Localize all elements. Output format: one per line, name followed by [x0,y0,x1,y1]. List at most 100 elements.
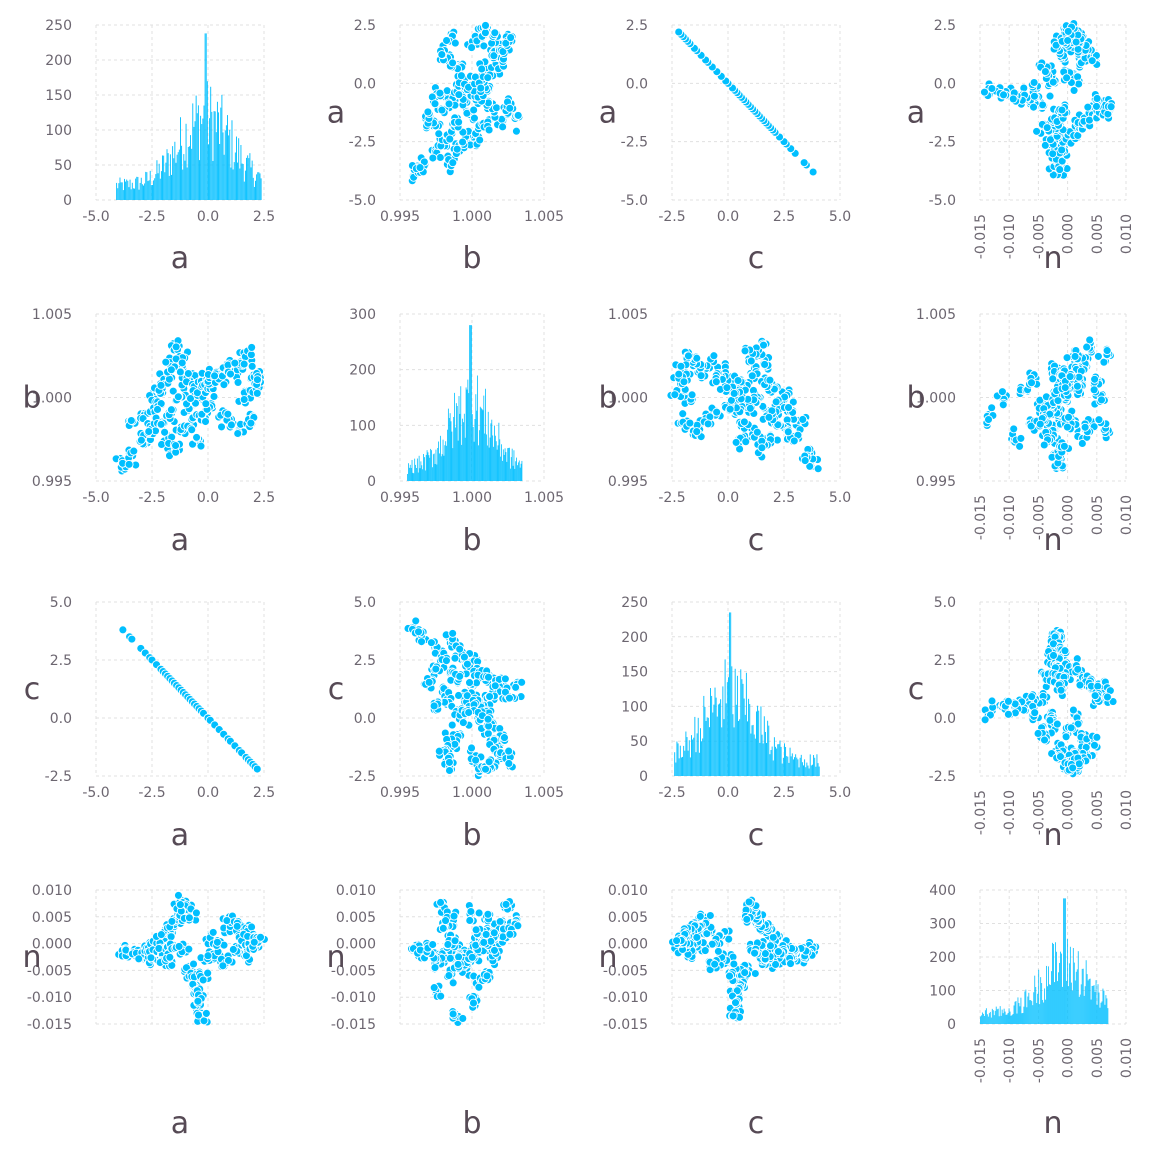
y-tick-label: 1.000 [916,391,956,407]
histogram-bar [181,145,183,200]
histogram-bar [165,162,167,200]
data-point [466,907,476,916]
histogram-bar [187,146,189,200]
histogram-bar [242,163,244,200]
histogram-bar [1068,963,1070,1024]
x-tick-label: 1.005 [524,209,564,225]
histogram-bar [248,158,250,200]
x-tick-label: -0.015 [973,790,989,835]
data-point [745,403,755,413]
data-point [201,1008,211,1018]
histogram-bar [725,703,727,776]
histogram-bar [449,413,451,481]
y-tick-label: 0.010 [608,883,648,899]
x-axis-label: a [171,241,189,276]
data-point [1057,156,1067,166]
histogram-bar [473,441,475,481]
histogram-bar [800,754,802,776]
data-point [1040,67,1050,77]
data-point [247,342,257,352]
histogram-bar [443,455,445,481]
x-axis-label: b [462,818,481,853]
histogram-bar [743,698,745,776]
histogram-bar [183,154,185,200]
x-tick-label: -0.015 [973,495,989,540]
data-point [729,389,739,398]
data-point [474,982,484,992]
histogram-bar [701,741,703,776]
x-tick-label: -2.5 [138,209,165,225]
histogram-bar [518,460,520,481]
data-point [1045,91,1055,101]
histogram-bar [476,410,478,481]
data-point [1092,101,1101,111]
histogram-bar [426,450,428,481]
histogram-bar [1045,999,1047,1024]
data-point [246,350,256,360]
histogram-bar [195,95,197,200]
histogram-bar [987,1016,989,1024]
data-point [436,898,446,907]
data-point [249,937,259,947]
data-point [233,429,243,438]
data-point [469,998,478,1008]
histogram-bar [1049,984,1050,1024]
data-point [173,392,183,402]
histogram-bar [224,130,226,200]
histogram-bar [688,740,690,776]
histogram-bar [157,173,159,200]
histogram-bar [676,741,678,776]
histogram-bar [689,757,691,776]
histogram-bar [130,189,132,200]
histogram-bar [771,746,773,776]
data-point [1045,715,1055,725]
histogram-bar [706,717,708,776]
histogram-bar [517,465,518,481]
data-point [1068,705,1078,715]
histogram-bar [740,669,742,776]
x-tick-label: 0.000 [1061,790,1077,830]
histogram-bar [246,157,247,200]
histogram-bar [184,160,186,200]
histogram-bar [225,125,227,200]
histogram-bar [808,768,810,776]
histogram-bar [1101,1001,1103,1024]
data-point [1103,692,1112,702]
histogram-bar [436,464,438,481]
x-tick-label: 2.5 [253,785,275,801]
data-point [773,947,783,957]
histogram-bar [758,710,760,776]
histogram-bar [145,171,147,200]
data-point [217,422,226,432]
data-point [1055,165,1065,175]
histogram-bar [1031,1001,1033,1024]
data-point [448,58,458,68]
y-tick-label: 0 [947,1017,956,1033]
y-tick-label: 0 [367,474,376,490]
histogram-bar [1002,1013,1004,1024]
histogram-bar [714,687,716,776]
histogram-bar [255,180,256,200]
data-point [126,416,136,425]
panel-c-vs-b: 0.995 1.000 1.005-2.50.02.55.0bc [328,595,564,853]
histogram-bar [517,462,519,481]
histogram-bar [416,468,417,481]
histogram-bar [1011,1015,1013,1024]
histogram-bar [455,427,456,481]
data-point [1073,72,1083,82]
histogram-bar [515,461,517,481]
y-tick-label: -5.0 [929,193,956,209]
data-point [1071,37,1081,47]
y-axis-label: b [598,381,617,416]
histogram-bar [1001,1009,1003,1024]
histogram-bar [220,107,222,200]
data-point [438,923,448,933]
histogram-bar [461,444,463,481]
histogram-bar [441,454,443,481]
data-point [1080,422,1090,432]
y-tick-label: 150 [621,665,648,681]
histogram-bar [1029,1000,1031,1024]
data-point [678,409,688,419]
data-point [1060,646,1070,656]
y-tick-label: 300 [349,307,376,323]
